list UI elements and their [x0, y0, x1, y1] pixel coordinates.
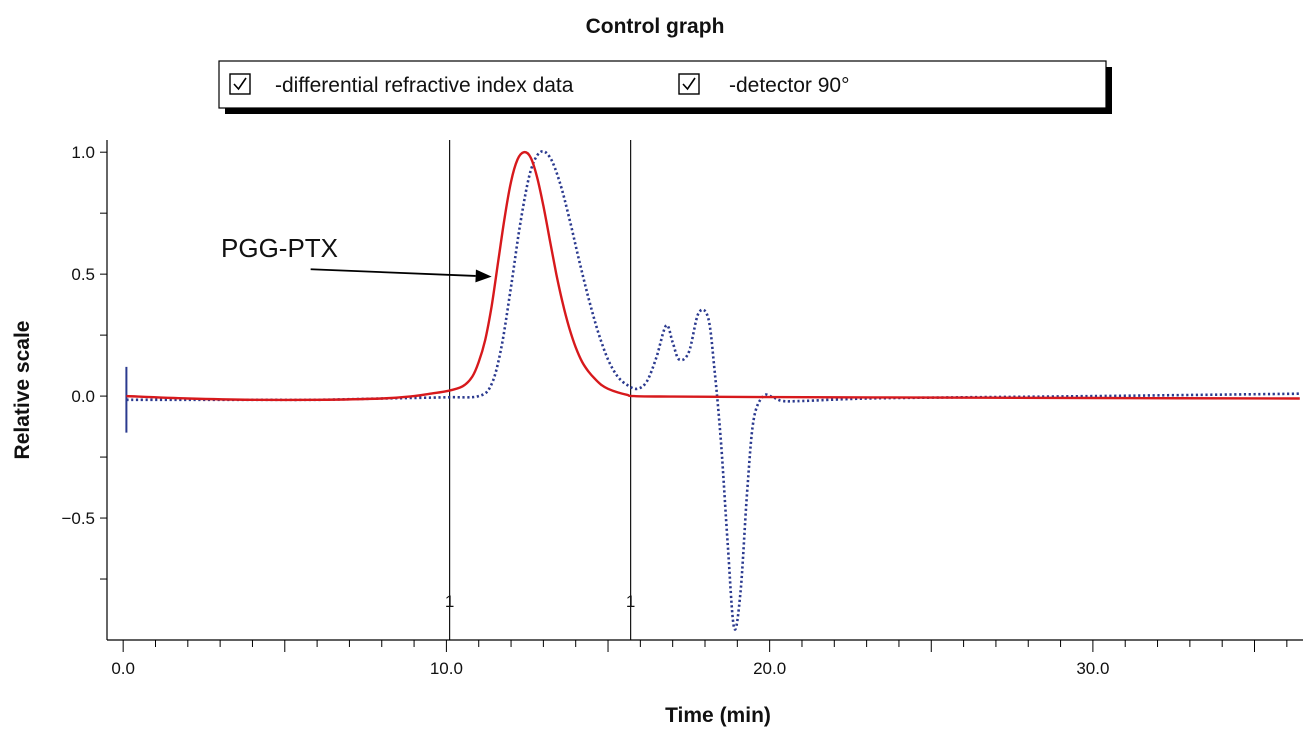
x-axis-title: Time (min) — [665, 704, 771, 727]
y-tick-label: 0.0 — [71, 387, 95, 406]
x-axis-ticks: 0.0 10.0 20.0 30.0 — [111, 640, 1288, 678]
marker-label: 1 — [445, 592, 454, 611]
annotation-label: PGG-PTX — [221, 233, 338, 263]
legend-label-detector-90: -detector 90° — [729, 74, 849, 97]
legend-item-refractive-index[interactable]: -differential refractive index data — [229, 73, 574, 97]
checkmark-icon — [233, 77, 247, 91]
legend-item-detector-90[interactable]: -detector 90° — [678, 73, 849, 97]
series-line-refractive-index — [126, 150, 1300, 402]
legend: -differential refractive index data -det… — [218, 60, 1112, 114]
marker-label: 1 — [626, 592, 635, 611]
checkbox-icon[interactable] — [678, 73, 700, 95]
chart-title: Control graph — [586, 15, 725, 38]
y-tick-label: 1.0 — [71, 143, 95, 162]
legend-box — [218, 60, 1107, 109]
series-layer — [126, 149, 1300, 631]
series-line-detector-90 — [126, 149, 1300, 631]
y-axis-title: Relative scale — [11, 321, 34, 460]
checkbox-icon[interactable] — [229, 73, 251, 95]
annotation-arrow-shaft — [310, 268, 476, 277]
annotation-arrowhead — [475, 269, 492, 283]
legend-label-refractive-index: -differential refractive index data — [275, 74, 574, 97]
x-tick-label: 10.0 — [430, 659, 463, 678]
x-tick-label: 0.0 — [111, 659, 135, 678]
y-tick-label: 0.5 — [71, 265, 95, 284]
y-tick-label: −0.5 — [61, 509, 95, 528]
annotation: PGG-PTX — [221, 233, 492, 283]
checkmark-icon — [682, 77, 696, 91]
x-tick-label: 20.0 — [753, 659, 786, 678]
y-axis-ticks: 1.0 0.5 0.0 −0.5 — [61, 143, 107, 580]
x-tick-label: 30.0 — [1076, 659, 1109, 678]
